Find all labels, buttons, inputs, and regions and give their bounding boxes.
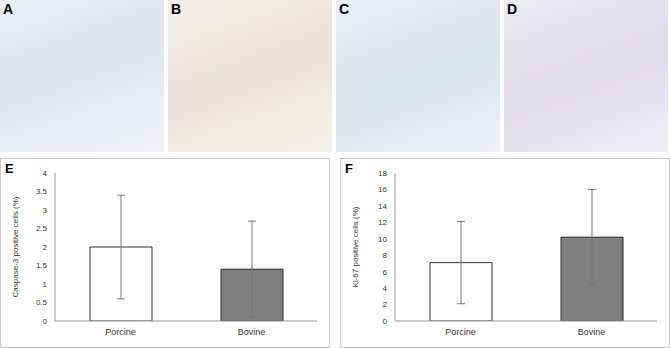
svg-text:2: 2 (43, 243, 48, 252)
svg-text:0.5: 0.5 (36, 298, 48, 307)
svg-text:4: 4 (43, 169, 48, 178)
svg-text:3.5: 3.5 (36, 187, 48, 196)
html-text:B: B (171, 1, 182, 17)
svg-text:Bovine: Bovine (578, 327, 606, 337)
svg-text:Porcine: Porcine (105, 327, 136, 337)
svg-text:0: 0 (43, 317, 48, 326)
svg-text:Caspase-3 positive cells (%): Caspase-3 positive cells (%) (11, 196, 20, 297)
html-text:E: E (5, 161, 14, 176)
html-text:C: C (339, 1, 350, 17)
svg-text:10: 10 (378, 235, 387, 244)
svg-text:Ki-67 positive cells (%): Ki-67 positive cells (%) (351, 206, 360, 287)
svg-text:0: 0 (383, 317, 388, 326)
svg-text:6: 6 (383, 268, 388, 277)
html-text:A: A (3, 1, 14, 17)
svg-text:3: 3 (43, 206, 48, 215)
svg-text:4: 4 (383, 284, 388, 293)
html-text:F: F (345, 161, 353, 176)
svg-text:2.5: 2.5 (36, 224, 48, 233)
svg-text:14: 14 (378, 202, 387, 211)
svg-text:8: 8 (383, 251, 388, 260)
svg-text:18: 18 (378, 169, 387, 178)
svg-text:12: 12 (378, 218, 387, 227)
html-text:D: D (507, 1, 518, 17)
svg-text:Bovine: Bovine (238, 327, 266, 337)
svg-text:16: 16 (378, 185, 387, 194)
svg-text:1: 1 (43, 280, 48, 289)
svg-text:1.5: 1.5 (36, 261, 48, 270)
svg-text:Porcine: Porcine (445, 327, 476, 337)
svg-text:2: 2 (383, 300, 388, 309)
